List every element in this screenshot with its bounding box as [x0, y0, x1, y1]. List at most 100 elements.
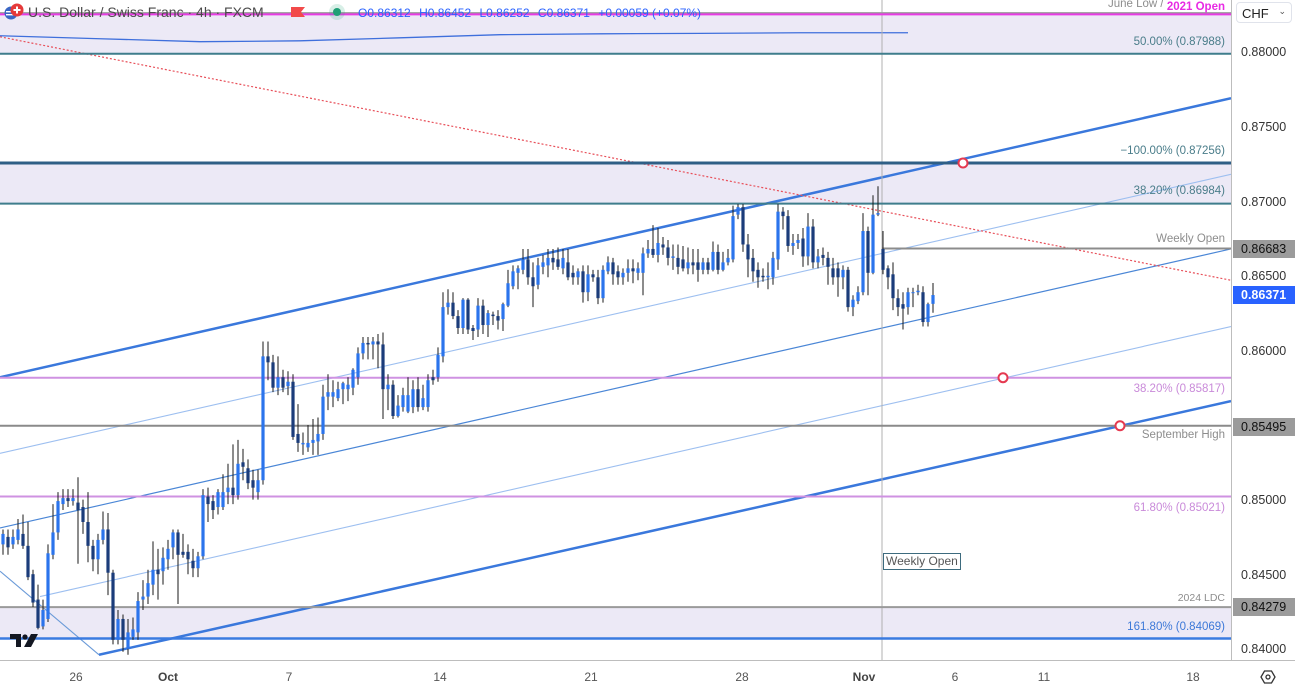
candle	[926, 302, 930, 327]
candle	[196, 551, 200, 578]
ma-line[interactable]	[0, 32, 908, 43]
candle	[796, 234, 800, 249]
channel-quarter-lower-line[interactable]	[39, 325, 1231, 598]
candle	[686, 247, 690, 275]
candle	[416, 377, 420, 412]
fib-neg100-label: −100.00% (0.87256)	[1120, 145, 1225, 157]
candle-body	[761, 275, 765, 278]
candle	[681, 245, 685, 272]
candle-body	[886, 268, 890, 278]
candle	[696, 248, 700, 282]
candle	[596, 269, 600, 305]
descending-trendline[interactable]	[0, 36, 1231, 281]
channel-median-line[interactable]	[0, 248, 1231, 529]
candle-body	[396, 405, 400, 417]
candle-body	[551, 257, 555, 263]
marker-september-high[interactable]	[1114, 420, 1126, 432]
candle-body	[526, 259, 530, 278]
price-tick: 0.85000	[1241, 493, 1287, 507]
candle	[716, 244, 720, 275]
candle	[386, 374, 390, 411]
marker-upper-channel-fib[interactable]	[957, 157, 969, 169]
candle-body	[626, 268, 630, 273]
time-axis[interactable]: 26 Oct 7 14 21 28 Nov 6 11 18	[0, 660, 1295, 687]
candle	[31, 569, 35, 608]
candle	[651, 225, 655, 258]
candle	[546, 248, 550, 278]
price-axis[interactable]: 0.88000 0.87500 0.87000 0.86500 0.86000 …	[1231, 0, 1295, 660]
time-tick: 7	[285, 670, 293, 684]
candle	[666, 239, 670, 266]
candle-body	[311, 439, 315, 443]
candle-body	[601, 269, 605, 299]
candle	[636, 262, 640, 281]
fib-382-lower-label: 38.20% (0.85817)	[1133, 383, 1225, 395]
candle	[426, 374, 430, 412]
candle	[431, 369, 435, 385]
ldc-support-zone[interactable]	[0, 607, 1231, 639]
candle	[76, 477, 80, 564]
candle	[141, 580, 145, 611]
candle-body	[486, 313, 490, 326]
candle-body	[691, 262, 695, 266]
candle	[116, 610, 120, 645]
candle-body	[741, 207, 745, 245]
candle-body	[836, 268, 840, 278]
red-flag-icon[interactable]	[290, 6, 306, 18]
candle-body	[911, 292, 915, 294]
candle-body	[446, 302, 450, 308]
candle	[881, 231, 885, 275]
candle-body	[731, 216, 735, 260]
candle-body	[721, 262, 725, 270]
symbol-title[interactable]: U.S. Dollar / Swiss Franc · 4h · FXCM	[28, 4, 264, 20]
channel-lower-line[interactable]	[98, 399, 1231, 656]
candle-body	[306, 442, 310, 448]
candle	[711, 241, 715, 272]
channel-upper-line[interactable]	[0, 97, 1231, 379]
candle	[271, 354, 275, 393]
candle-body	[146, 583, 150, 597]
price-chart-plot[interactable]	[0, 0, 1231, 660]
candle-body	[861, 231, 865, 293]
candle-body	[826, 257, 830, 267]
tradingview-logo[interactable]	[8, 631, 40, 648]
candle	[226, 463, 230, 505]
marker-382-fib[interactable]	[997, 372, 1009, 384]
candle	[761, 268, 765, 282]
trendlines-layer	[0, 0, 1231, 660]
candle-body	[786, 216, 790, 246]
candle-body	[756, 269, 760, 278]
candle	[906, 287, 910, 315]
candle-body	[666, 247, 670, 258]
candle-body	[416, 389, 420, 408]
weekly-open-level-label: Weekly Open	[1156, 233, 1225, 245]
candle	[656, 228, 660, 263]
currency-selector[interactable]: CHF ⌄	[1236, 2, 1292, 23]
candle-body	[586, 274, 590, 293]
fib-resistance-zone[interactable]	[0, 163, 1231, 204]
chart-settings-icon[interactable]	[1260, 669, 1276, 685]
candle-body	[856, 292, 860, 302]
open-value: 0.86312	[367, 6, 411, 20]
candle	[121, 614, 125, 652]
candle-body	[506, 283, 510, 306]
candle-body	[51, 532, 55, 555]
candle	[671, 244, 675, 270]
candle-body	[796, 239, 800, 243]
channel-quarter-upper-line[interactable]	[0, 173, 1231, 454]
weekly-open-note[interactable]: Weekly Open	[883, 553, 961, 570]
candle-body	[621, 272, 625, 278]
candle	[331, 380, 335, 408]
candle-body	[361, 342, 365, 354]
candle-body	[1, 533, 5, 545]
candle-body	[191, 560, 195, 569]
candle-body	[281, 377, 285, 388]
candle-body	[591, 274, 595, 278]
candle-body	[791, 242, 795, 246]
candle	[931, 282, 935, 313]
candle	[326, 374, 330, 411]
candle-body	[686, 262, 690, 269]
candle-body	[871, 214, 875, 273]
candle-body	[571, 272, 575, 278]
candle-body	[301, 442, 305, 445]
